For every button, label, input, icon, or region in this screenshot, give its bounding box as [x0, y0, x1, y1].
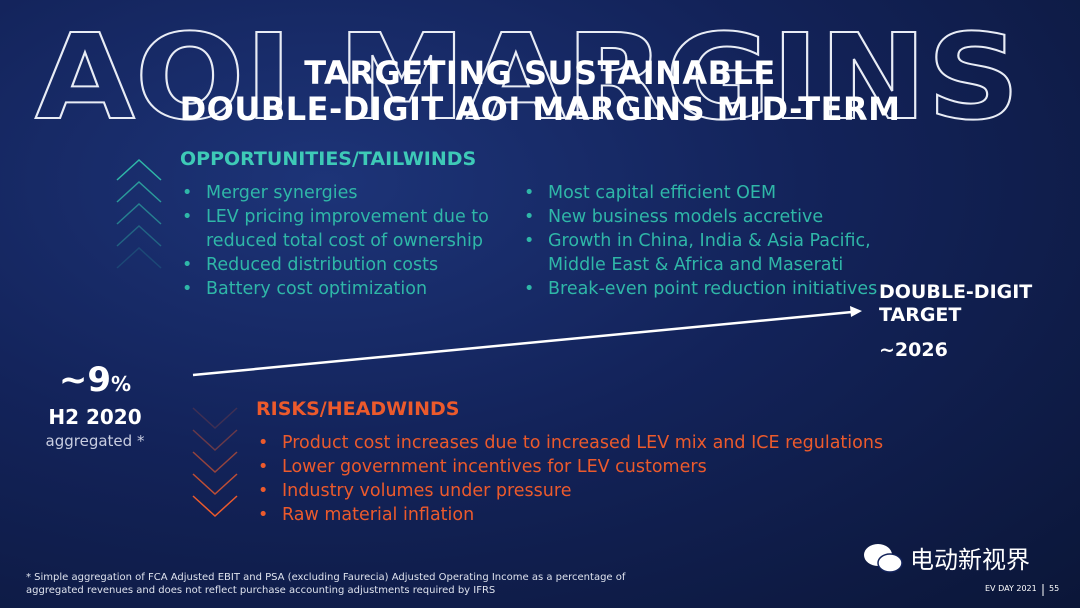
bullet: Most capital efficient OEM — [522, 181, 882, 205]
bullet: Lower government incentives for LEV cust… — [256, 455, 976, 479]
current-period: H2 2020 — [48, 405, 142, 429]
current-value: ~9 — [58, 360, 112, 400]
opportunities-left: Merger synergiesLEV pricing improvement … — [180, 181, 510, 301]
bullet: Reduced distribution costs — [180, 253, 510, 277]
bullet: Growth in China, India & Asia Pacific, M… — [522, 229, 882, 277]
watermark: AOI MARGINS — [35, 8, 1020, 146]
opportunities-right: Most capital efficient OEMNew business m… — [522, 181, 882, 301]
bullet: Industry volumes under pressure — [256, 479, 976, 503]
target-year: ~2026 — [879, 339, 948, 361]
current-unit: % — [111, 372, 132, 396]
bullet: Raw material inflation — [256, 503, 976, 527]
bullet: LEV pricing improvement due to reduced t… — [180, 205, 510, 253]
up-chevrons — [116, 158, 162, 269]
bullet: Merger synergies — [180, 181, 510, 205]
current-note: aggregated * — [45, 432, 145, 450]
bullet: Product cost increases due to increased … — [256, 431, 976, 455]
trend-arrow — [192, 310, 853, 377]
target-label: DOUBLE-DIGIT TARGET — [879, 281, 1033, 326]
brand: 电动新视界 — [862, 540, 1030, 575]
down-chevrons — [192, 407, 238, 518]
bullet: New business models accretive — [522, 205, 882, 229]
footer-event: EV DAY 2021 — [985, 584, 1037, 593]
bullet: Break-even point reduction initiatives — [522, 277, 882, 301]
opportunities-heading: OPPORTUNITIES/TAILWINDS — [180, 148, 477, 170]
footnote: * Simple aggregation of FCA Adjusted EBI… — [26, 572, 626, 596]
footer-page: 55 — [1049, 584, 1060, 593]
arrow-head — [850, 306, 862, 317]
current-block: ~9% H2 2020 aggregated * — [30, 360, 160, 452]
bullet: Battery cost optimization — [180, 277, 510, 301]
title-line: TARGETING SUSTAINABLE — [304, 54, 776, 92]
risks-heading: RISKS/HEADWINDS — [256, 398, 460, 420]
brand-icon — [864, 543, 903, 573]
title-line: DOUBLE-DIGIT AOI MARGINS MID-TERM — [179, 90, 901, 128]
risks-list: Product cost increases due to increased … — [256, 431, 976, 527]
brand-text: 电动新视界 — [910, 546, 1030, 574]
